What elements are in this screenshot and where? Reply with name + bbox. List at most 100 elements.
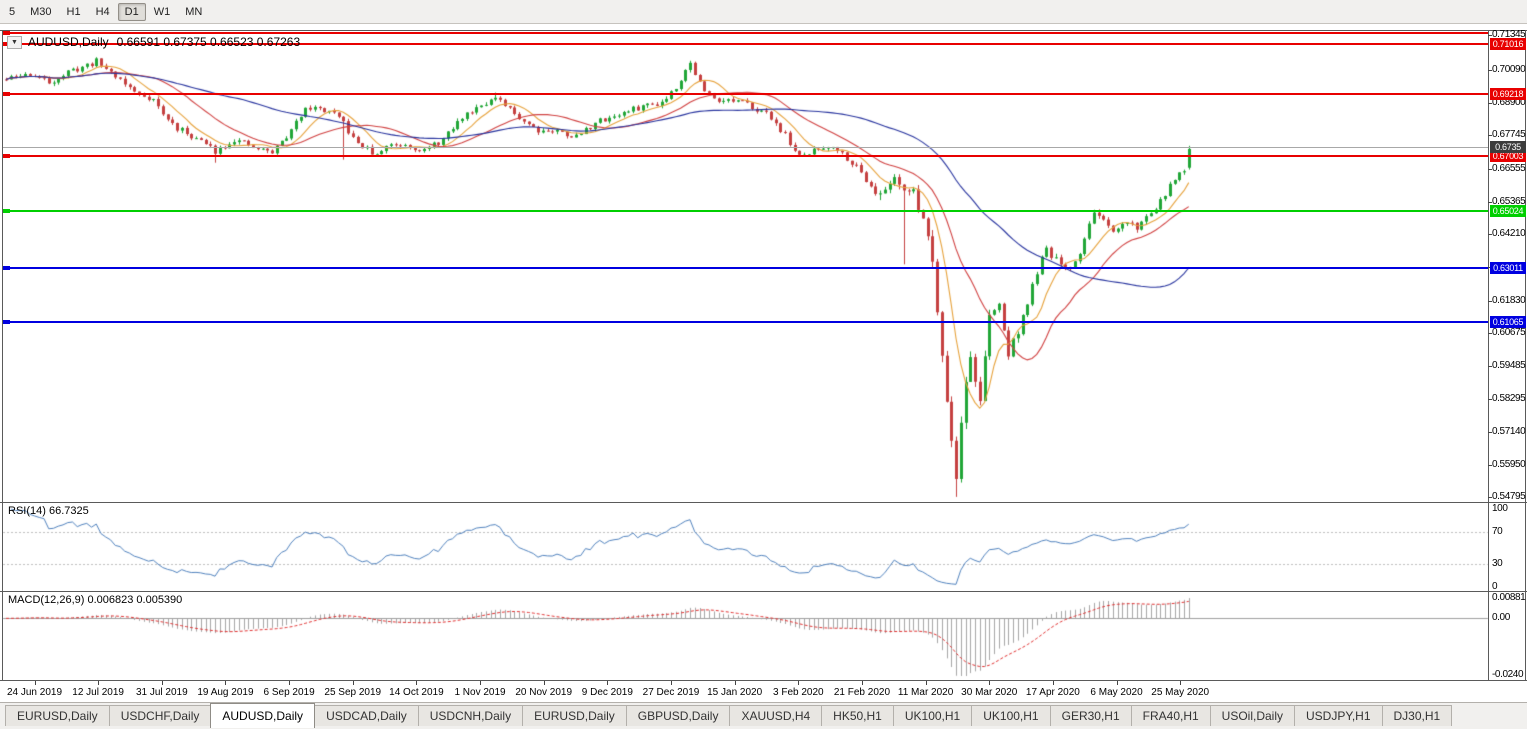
symbol-dropdown-icon[interactable]: ▼	[7, 35, 22, 49]
date-axis-label: 6 May 2020	[1090, 687, 1143, 698]
level-line-0-61065[interactable]	[3, 320, 1488, 323]
chart-tab-usoil-daily[interactable]: USOil,Daily	[1209, 705, 1296, 726]
level-line-0-65024[interactable]	[3, 210, 1488, 213]
price-axis-tick	[1488, 366, 1492, 367]
timeframe-button-mn[interactable]: MN	[185, 5, 203, 18]
level-price-tag: 0.69218	[1490, 88, 1526, 101]
date-axis-border	[0, 680, 1527, 681]
date-axis-label: 30 Mar 2020	[961, 687, 1018, 698]
price-axis-label: 0.67745	[1492, 129, 1526, 141]
chart-tab-eurusd-daily[interactable]: EURUSD,Daily	[522, 705, 627, 726]
chart-tab-usdcad-daily[interactable]: USDCAD,Daily	[314, 705, 419, 726]
level-price-tag: 0.61065	[1490, 315, 1526, 328]
price-axis-label: 0.66555	[1492, 162, 1526, 174]
date-axis-label: 19 Aug 2019	[197, 687, 254, 698]
date-axis-label: 14 Oct 2019	[389, 687, 444, 698]
current-price-tag: 0.6735	[1490, 140, 1526, 153]
date-axis-label: 6 Sep 2019	[263, 687, 315, 698]
rsi-panel-separator[interactable]	[0, 502, 1527, 503]
price-axis-tick	[1488, 202, 1492, 203]
chart-title-ohlc: 0.66591 0.67375 0.66523 0.67263	[116, 35, 301, 49]
chart-tab-uk100-h1[interactable]: UK100,H1	[971, 705, 1051, 726]
timeframe-button-d1[interactable]: D1	[117, 2, 146, 21]
chart-tab-hk50-h1[interactable]: HK50,H1	[821, 705, 894, 726]
date-axis-label: 17 Apr 2020	[1025, 687, 1080, 698]
date-axis-label: 21 Feb 2020	[833, 687, 891, 698]
chart-tab-usdcnh-daily[interactable]: USDCNH,Daily	[417, 705, 524, 726]
price-axis-tick	[1488, 399, 1492, 400]
date-axis-label: 27 Dec 2019	[642, 687, 700, 698]
level-left-marker	[3, 92, 10, 97]
chart-tab-dj30-h1[interactable]: DJ30,H1	[1381, 705, 1453, 726]
date-axis-tick	[35, 681, 36, 685]
price-axis-border	[1488, 30, 1489, 680]
chart-tab-uk100-h1[interactable]: UK100,H1	[892, 705, 973, 726]
date-axis-tick	[1117, 681, 1118, 685]
chart-top-border	[0, 30, 1527, 31]
rsi-axis-label: 30	[1492, 557, 1503, 569]
macd-axis-label: 0.00881	[1492, 591, 1526, 603]
price-axis-label: 0.57140	[1492, 425, 1526, 437]
chart-tab-usdchf-daily[interactable]: USDCHF,Daily	[108, 705, 212, 726]
price-axis-label: 0.65365	[1492, 195, 1526, 207]
price-axis-tick	[1488, 432, 1492, 433]
date-axis-tick	[862, 681, 863, 685]
date-axis-label: 25 Sep 2019	[324, 687, 382, 698]
date-axis-tick	[607, 681, 608, 685]
price-axis-label: 0.60675	[1492, 326, 1526, 338]
price-axis-tick	[1488, 301, 1492, 302]
price-axis-label: 0.55950	[1492, 458, 1526, 470]
date-axis-tick	[1053, 681, 1054, 685]
chart-header: ▼ AUDUSD,Daily 0.66591 0.67375 0.66523 0…	[7, 35, 300, 49]
date-axis-tick	[798, 681, 799, 685]
price-axis-label: 0.70090	[1492, 64, 1526, 76]
price-axis-label: 0.54795	[1492, 491, 1526, 502]
macd-indicator-label: MACD(12,26,9) 0.006823 0.005390	[8, 594, 183, 606]
level-line-0-71016[interactable]	[3, 43, 1488, 46]
price-axis-tick	[1488, 497, 1492, 498]
date-axis-tick	[1180, 681, 1181, 685]
chart-tab-eurusd-daily[interactable]: EURUSD,Daily	[5, 705, 110, 726]
level-left-marker	[3, 265, 10, 270]
level-left-marker	[3, 319, 10, 324]
chart-tab-ger30-h1[interactable]: GER30,H1	[1049, 705, 1132, 726]
timeframe-button-h1[interactable]: H1	[66, 5, 81, 18]
price-axis-tick	[1488, 70, 1492, 71]
date-axis-tick	[671, 681, 672, 685]
level-price-tag: 0.65024	[1490, 205, 1526, 218]
price-axis-label: 0.64210	[1492, 228, 1526, 240]
date-axis-tick	[989, 681, 990, 685]
date-axis-label: 1 Nov 2019	[454, 687, 506, 698]
price-axis-tick	[1488, 234, 1492, 235]
date-axis-tick	[225, 681, 226, 685]
level-price-tag: 0.71016	[1490, 38, 1526, 51]
chart-tab-audusd-daily[interactable]: AUDUSD,Daily	[210, 703, 316, 728]
level-price-tag: 0.63011	[1490, 261, 1526, 274]
price-axis-tick	[1488, 169, 1492, 170]
macd-panel-separator[interactable]	[0, 591, 1527, 592]
rsi-axis-label: 0	[1492, 581, 1498, 592]
chart-tab-fra40-h1[interactable]: FRA40,H1	[1130, 705, 1211, 726]
chart-tab-gbpusd-daily[interactable]: GBPUSD,Daily	[625, 705, 731, 726]
level-left-marker	[3, 209, 10, 214]
timeframe-button-h4[interactable]: H4	[95, 5, 110, 18]
chart-tab-usdjpy-h1[interactable]: USDJPY,H1	[1294, 705, 1383, 726]
level-line-0-69218[interactable]	[3, 93, 1488, 96]
current-price-line	[3, 147, 1488, 148]
level-line-0-63011[interactable]	[3, 266, 1488, 269]
chart-left-border	[2, 30, 3, 680]
level-line-0.7142[interactable]	[3, 31, 1488, 34]
level-line-0-67003[interactable]	[3, 155, 1488, 158]
date-axis-label: 11 Mar 2020	[897, 687, 954, 698]
timeframe-button-5[interactable]: 5	[9, 5, 16, 18]
price-axis-tick	[1488, 35, 1492, 36]
macd-axis-label: 0.00	[1492, 612, 1510, 624]
chart-tab-xauusd-h4[interactable]: XAUUSD,H4	[729, 705, 823, 726]
timeframe-button-w1[interactable]: W1	[153, 5, 171, 18]
date-axis-tick	[416, 681, 417, 685]
date-axis-tick	[98, 681, 99, 685]
timeframe-button-m30[interactable]: M30	[30, 5, 52, 18]
chart-right-border	[1525, 30, 1526, 680]
date-axis-tick	[353, 681, 354, 685]
